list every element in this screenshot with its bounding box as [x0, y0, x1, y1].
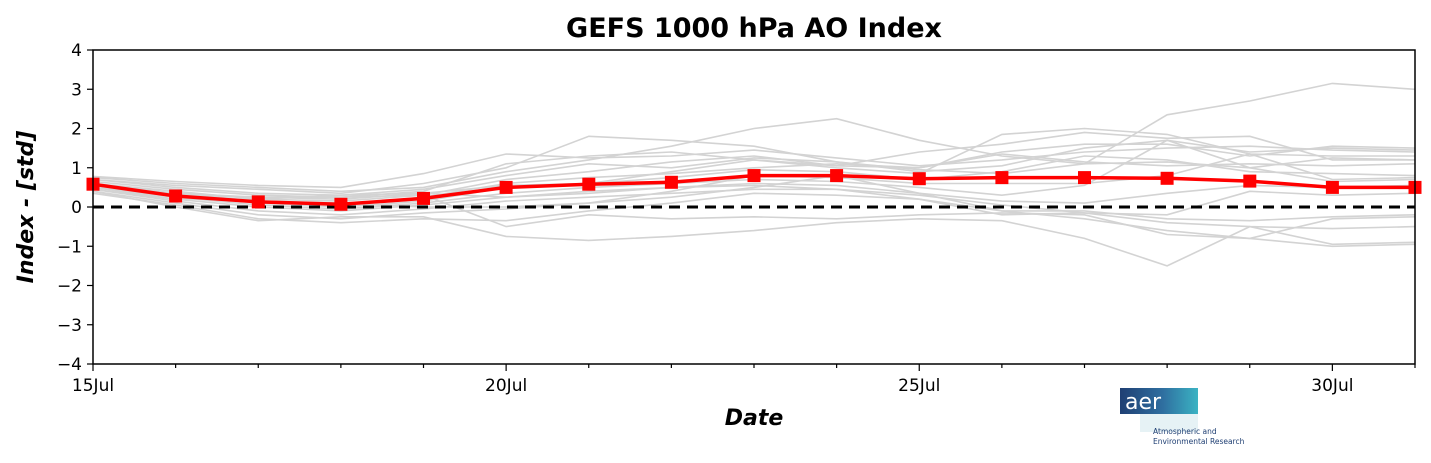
ensemble-mean-marker — [1243, 174, 1257, 188]
ensemble-mean-marker — [664, 175, 678, 189]
chart-title: GEFS 1000 hPa AO Index — [566, 13, 942, 44]
y-tick-label: 4 — [71, 41, 82, 61]
ensemble-mean-marker — [1078, 171, 1091, 185]
ensemble-mean-marker — [334, 197, 348, 211]
x-tick-label: 20Jul — [485, 376, 527, 396]
ensemble-mean-marker — [582, 177, 596, 191]
ensemble-mean-marker — [995, 171, 1009, 185]
x-axis-label: Date — [725, 406, 784, 431]
ensemble-mean-marker — [747, 169, 761, 183]
ensemble-mean — [86, 169, 1422, 211]
x-tick-label: 15Jul — [72, 376, 114, 396]
ensemble-mean-marker — [417, 191, 430, 205]
aer-logo-line1: Atmospheric and — [1153, 427, 1217, 436]
y-tick-label: 2 — [71, 120, 82, 140]
x-tick-label: 25Jul — [898, 376, 940, 396]
ensemble-member-line — [92, 190, 1416, 267]
ensemble-member-line — [92, 192, 1416, 230]
ensemble-mean-marker — [1160, 171, 1174, 185]
aer-logo-box — [1120, 388, 1198, 414]
y-tick-label: 0 — [71, 198, 82, 218]
aer-logo-line2: Environmental Research — [1153, 437, 1245, 446]
aer-logo-word: aer — [1125, 390, 1162, 415]
ensemble-member-line — [92, 182, 1416, 212]
ensemble-member-line — [92, 157, 1416, 197]
ensemble-member-line — [92, 182, 1416, 248]
y-axis-label: Index - [std] — [14, 131, 39, 284]
ensemble-mean-marker — [830, 169, 844, 183]
aer-logo: aer Atmospheric and Environmental Resear… — [1120, 388, 1245, 446]
x-axis-ticks: 15Jul 20Jul 25Jul 30Jul — [72, 364, 1416, 396]
y-tick-label: −3 — [57, 316, 82, 336]
y-tick-label: −2 — [57, 277, 82, 297]
ensemble-mean-marker — [912, 172, 926, 186]
ensemble-mean-marker — [251, 195, 265, 209]
ensemble-member-line — [92, 131, 1415, 202]
y-tick-label: 3 — [71, 80, 82, 100]
ensemble-member-line — [92, 143, 1416, 201]
y-tick-label: 1 — [71, 159, 82, 179]
aer-logo-base — [1140, 414, 1198, 432]
y-tick-label: −1 — [57, 237, 82, 257]
ensemble-mean-marker — [1325, 180, 1339, 194]
y-tick-label: −4 — [57, 355, 82, 375]
y-axis-ticks: 4 3 2 1 0 −1 −2 −3 −4 — [57, 41, 93, 375]
ensemble-member-line — [92, 82, 1416, 193]
x-tick-label: 30Jul — [1311, 376, 1353, 396]
ensemble-mean-marker — [169, 189, 183, 203]
ensemble-member-line — [92, 135, 1416, 195]
ensemble-mean-marker — [499, 180, 513, 194]
